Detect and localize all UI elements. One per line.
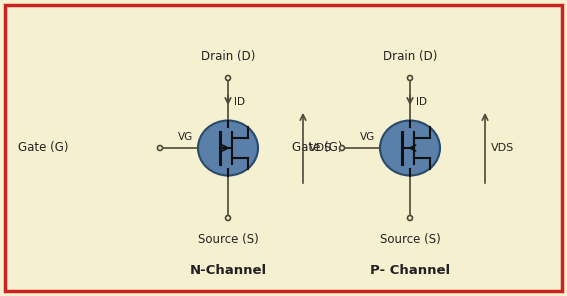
Text: VDS: VDS [309, 143, 332, 153]
Circle shape [158, 146, 163, 150]
Ellipse shape [198, 120, 258, 176]
Circle shape [226, 215, 231, 221]
Text: VDS: VDS [491, 143, 514, 153]
Text: Gate (G): Gate (G) [292, 141, 342, 155]
Text: Source (S): Source (S) [198, 233, 259, 246]
Text: VG: VG [359, 132, 375, 142]
Text: Drain (D): Drain (D) [383, 50, 437, 63]
Circle shape [226, 75, 231, 81]
Text: Gate (G): Gate (G) [18, 141, 69, 155]
Circle shape [340, 146, 345, 150]
Text: Drain (D): Drain (D) [201, 50, 255, 63]
Ellipse shape [380, 120, 440, 176]
Text: P- Channel: P- Channel [370, 265, 450, 278]
Text: VG: VG [177, 132, 193, 142]
Circle shape [408, 75, 413, 81]
Text: Source (S): Source (S) [380, 233, 441, 246]
Text: ID: ID [234, 97, 245, 107]
Text: ID: ID [416, 97, 427, 107]
Circle shape [408, 215, 413, 221]
Text: N-Channel: N-Channel [189, 265, 266, 278]
